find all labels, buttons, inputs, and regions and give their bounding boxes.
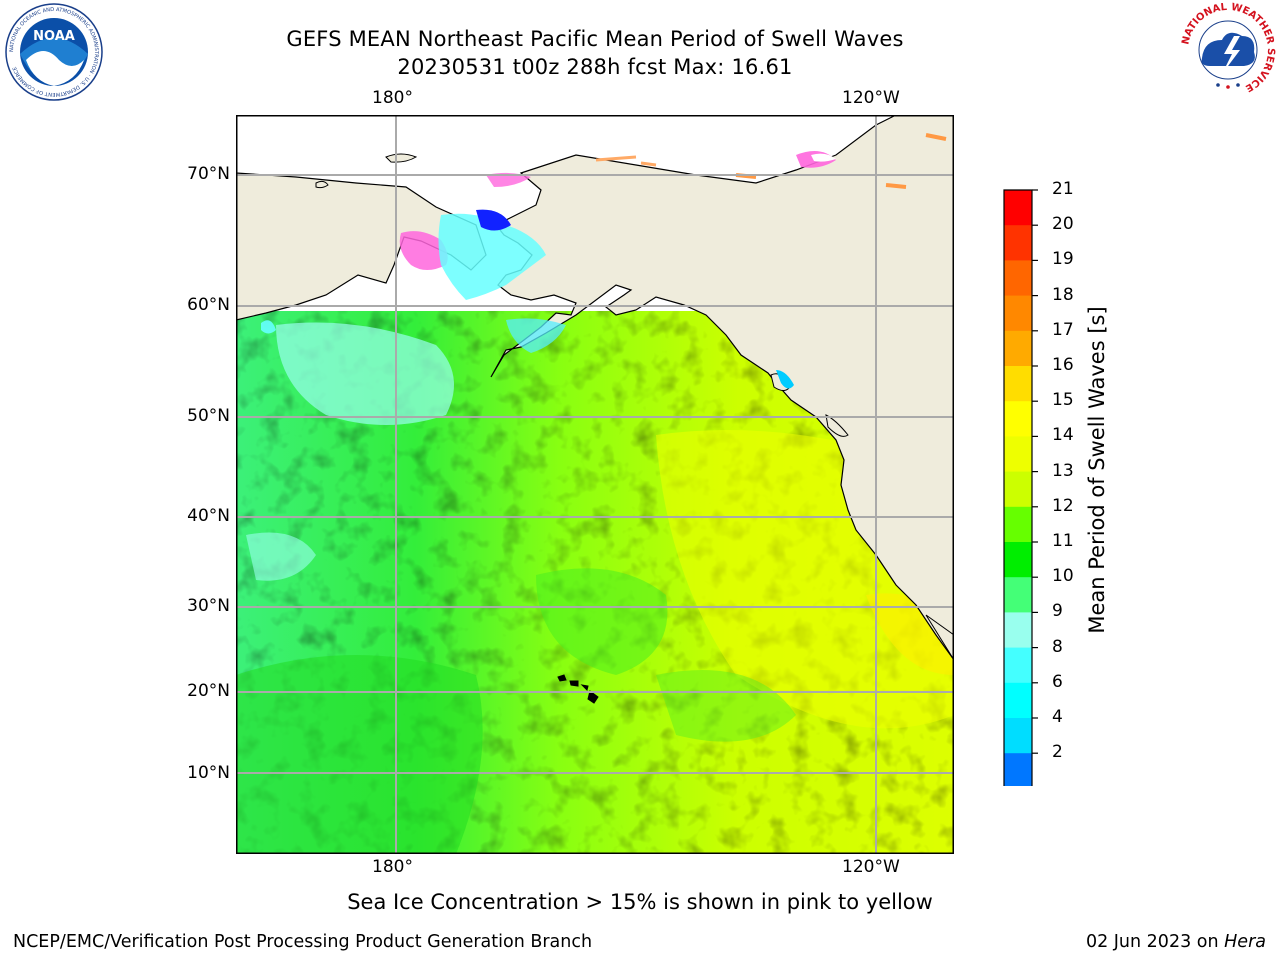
colorbar-segment (1004, 682, 1032, 719)
noaa-logo-text: NOAA (33, 29, 75, 44)
sea-ice-note: Sea Ice Concentration > 15% is shown in … (347, 890, 933, 914)
colorbar-tick-label: 12 (1052, 495, 1074, 516)
colorbar-segment (1004, 330, 1032, 367)
colorbar-segment (1004, 612, 1032, 649)
lon-label-top-120w: 120°W (842, 88, 900, 108)
colorbar-segment (1004, 647, 1032, 684)
colorbar-segment (1004, 190, 1032, 226)
colorbar-segment (1004, 436, 1032, 473)
lat-label-50n: 50°N (187, 406, 230, 426)
colorbar-segment (1004, 506, 1032, 543)
lat-label-30n: 30°N (187, 596, 230, 616)
colorbar-tick-label: 18 (1052, 284, 1074, 305)
colorbar-segment (1004, 260, 1032, 297)
noaa-logo: NATIONAL OCEANIC AND ATMOSPHERIC ADMINIS… (4, 2, 104, 106)
lat-label-70n: 70°N (187, 164, 230, 184)
colorbar-segment (1004, 753, 1032, 789)
colorbar (1000, 186, 1040, 818)
lon-label-bottom-180: 180° (372, 857, 413, 877)
colorbar-tick-label: 8 (1052, 636, 1063, 657)
footer-branch: NCEP/EMC/Verification Post Processing Pr… (13, 932, 593, 952)
colorbar-segment (1004, 295, 1032, 332)
colorbar-tick-label: 21 (1052, 179, 1074, 199)
lat-label-20n: 20°N (187, 681, 230, 701)
colorbar-tick-label: 2 (1052, 742, 1063, 763)
colorbar-tick-label: 11 (1052, 531, 1074, 551)
lat-label-10n: 10°N (187, 763, 230, 783)
colorbar-tick-label: 15 (1052, 390, 1074, 411)
colorbar-tick-label: 14 (1052, 425, 1074, 446)
sea-ice-field (261, 133, 947, 389)
chart-subtitle: 20230531 t00z 288h fcst Max: 16.61 (397, 55, 793, 79)
footer-date: 02 Jun 2023 on Hera (1085, 932, 1266, 952)
colorbar-tick-label: 10 (1052, 566, 1074, 587)
chart-title: GEFS MEAN Northeast Pacific Mean Period … (286, 27, 904, 51)
colorbar-segment (1004, 718, 1032, 754)
lon-label-bottom-120w: 120°W (842, 857, 900, 877)
colorbar-segment (1004, 225, 1032, 261)
lon-label-top-180: 180° (372, 88, 413, 108)
colorbar-tick-label: 16 (1052, 355, 1074, 375)
lat-label-60n: 60°N (187, 295, 230, 315)
colorbar-tick-label: 6 (1052, 671, 1063, 692)
colorbar-segment (1004, 542, 1032, 578)
map-panel (236, 115, 954, 854)
lat-label-40n: 40°N (187, 506, 230, 526)
colorbar-tick-label: 17 (1052, 319, 1074, 340)
colorbar-tick-label: 4 (1052, 707, 1063, 727)
colorbar-tick-label: 9 (1052, 601, 1063, 622)
colorbar-title: Mean Period of Swell Waves [s] (1085, 306, 1109, 634)
colorbar-segment (1004, 577, 1032, 613)
colorbar-segment (1004, 471, 1032, 508)
nws-logo: NATIONAL WEATHER SERVICE (1178, 0, 1278, 104)
colorbar-tick-label: 20 (1052, 214, 1074, 235)
colorbar-segment (1004, 366, 1032, 402)
colorbar-segment (1004, 401, 1032, 437)
map-graticule (236, 115, 954, 854)
colorbar-tick-label: 19 (1052, 249, 1074, 270)
colorbar-tick-label: 13 (1052, 460, 1074, 481)
